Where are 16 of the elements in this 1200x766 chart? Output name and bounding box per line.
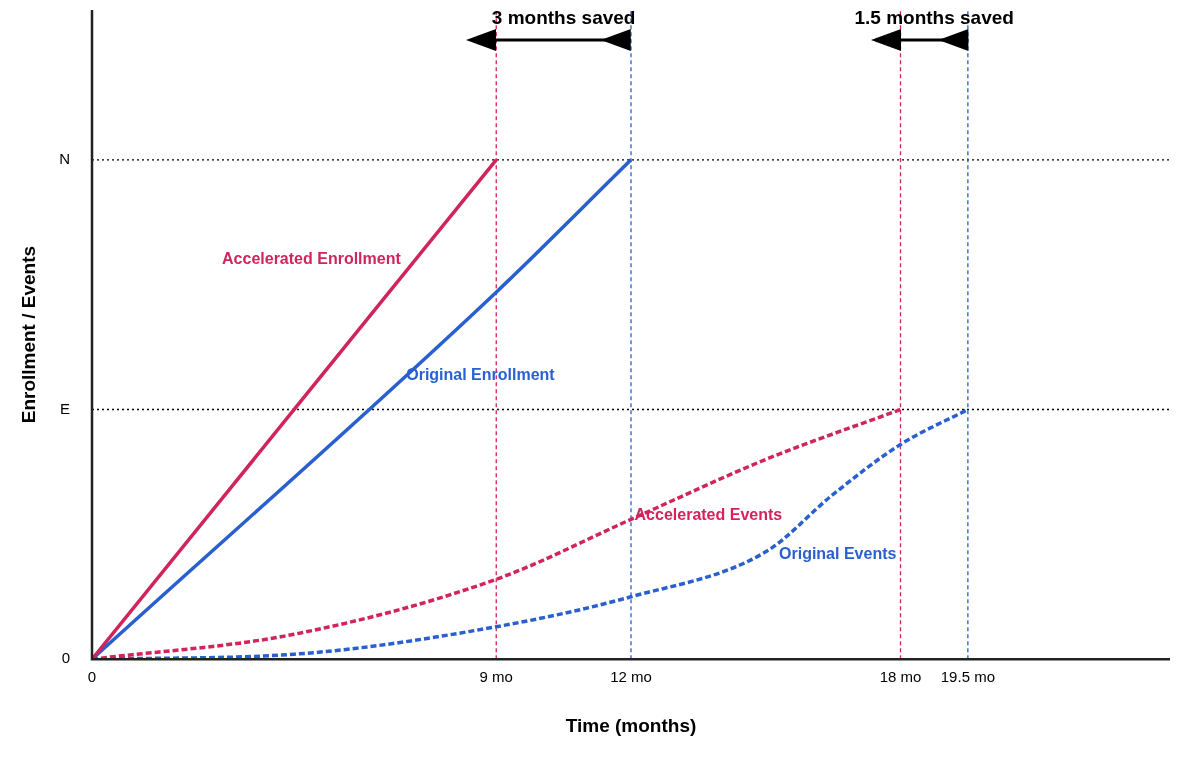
- ref-line-label: E: [59, 399, 70, 417]
- series-label: Accelerated Enrollment: [222, 250, 402, 268]
- annotation: 0: [61, 649, 70, 667]
- x-axis-title: Time (months): [565, 714, 697, 736]
- text: 1.5 months saved: [854, 6, 1014, 28]
- x-tick-label: 0: [87, 668, 97, 686]
- ref-line-label: N: [59, 149, 70, 167]
- x-tick-label: 12 mo: [610, 668, 652, 686]
- x-tick-label: 18 mo: [879, 668, 922, 686]
- series-label: Original Events: [779, 545, 897, 563]
- series-label: Accelerated Events: [634, 505, 783, 523]
- x-tick-label: 9 mo: [479, 668, 513, 686]
- y-axis-title: Enrollment / Events: [18, 245, 40, 424]
- series-label: Original Enrollment: [406, 366, 556, 384]
- x-tick-label: 19.5 mo: [940, 668, 995, 686]
- text: 3 months saved: [491, 6, 636, 28]
